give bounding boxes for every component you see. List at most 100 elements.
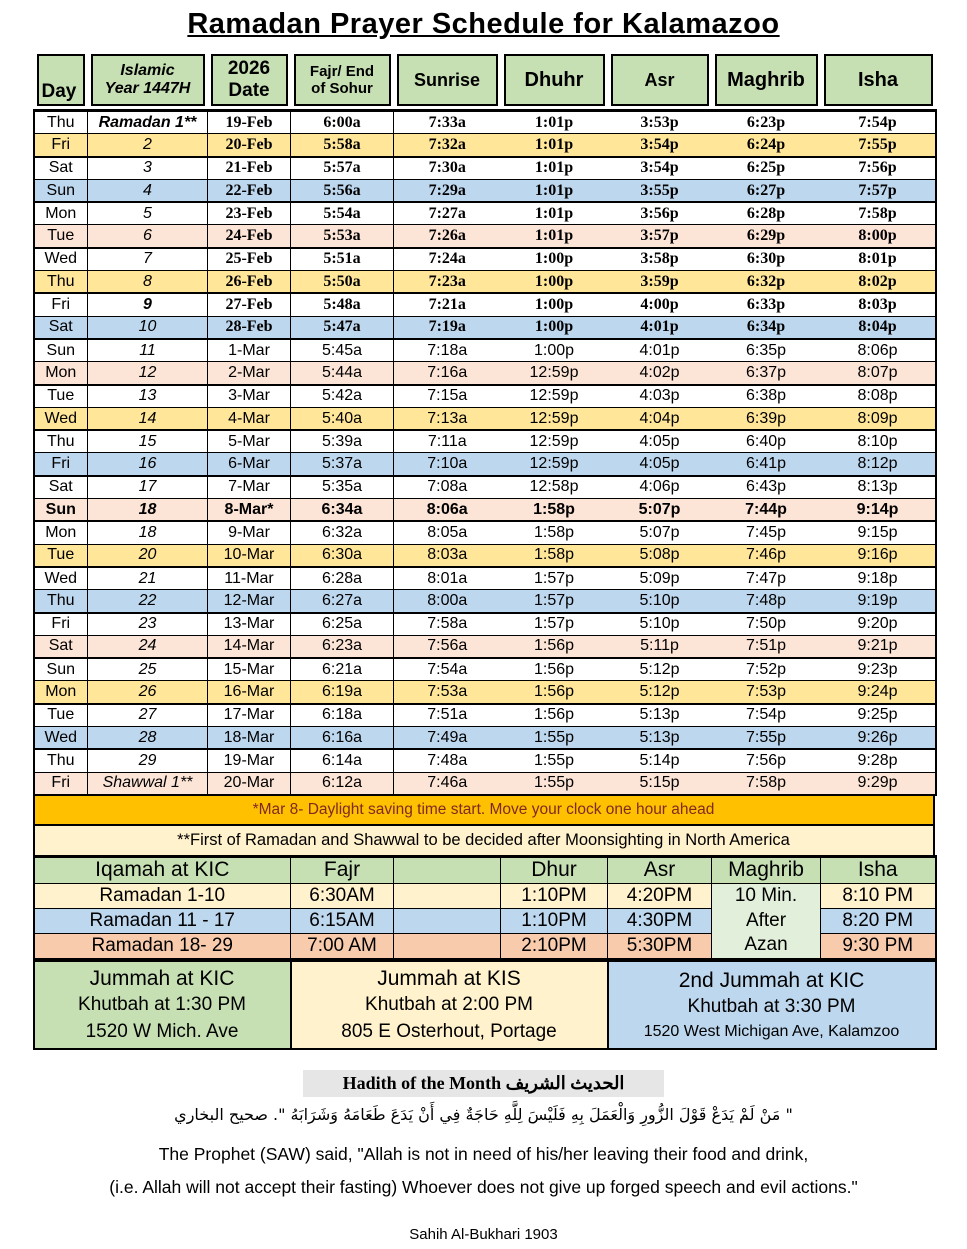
day-cell: Fri (33, 612, 88, 636)
iqamah-header-title: Iqamah at KIC (33, 855, 291, 884)
day-cell: Thu (33, 430, 88, 453)
date-cell: 24-Feb (207, 224, 291, 248)
sunrise-cell: 7:16a (427, 363, 468, 381)
maghrib-cell: 6:29p (746, 227, 786, 245)
asr-cell: 5:12p (639, 683, 680, 701)
asr-cell: 5:12p (639, 660, 680, 678)
day-cell: Thu (33, 110, 88, 134)
jummah-address: 805 E Osterhout, Portage (341, 1020, 557, 1042)
schedule-row: Sun 25 15-Mar 6:21a 7:54a 1:56p 5:12p 7:52p 9:23… (33, 658, 936, 681)
dhuhr-cell: 12:59p (529, 409, 579, 427)
asr-cell: 5:10p (639, 615, 680, 633)
fajr-cell: 6:25a (290, 612, 394, 636)
iqamah-row: Ramadan 18- 29 7:00 AM 2:10PM 5:30PM 9:3… (33, 932, 936, 960)
schedule-row: Sat 24 14-Mar 6:23a 7:56a 1:56p 5:11p 7:51p 9:21… (33, 635, 936, 659)
jummah-khutbah-time: Khutbah at 2:00 PM (365, 994, 533, 1016)
isha-cell: 8:04p (858, 318, 897, 336)
date-cell: 15-Mar (207, 658, 291, 681)
day-cell: Sat (33, 156, 88, 180)
jummah-kic-cell: Jummah at KIC Khutbah at 1:30 PM 1520 W … (32, 959, 292, 1050)
day-cell: Thu (33, 589, 88, 613)
maghrib-cell: 6:28p (746, 204, 786, 222)
isha-cell: 8:09p (857, 409, 898, 427)
sunrise-cell: 8:05a (427, 523, 468, 541)
day-cell: Sat (33, 635, 88, 659)
islamic-cell: 27 (87, 703, 208, 727)
isha-cell: 7:54p (858, 113, 897, 131)
isha-cell: 8:00p (858, 227, 897, 245)
sunrise-cell: 7:11a (427, 432, 467, 450)
page-title: Ramadan Prayer Schedule for Kalamazoo (187, 8, 780, 40)
isha-cell: 9:18p (857, 569, 898, 587)
isha-cell: 7:57p (858, 181, 897, 199)
schedule-row: Fri Shawwal 1** 20-Mar 6:12a 7:46a 1:55p 5:15p… (33, 772, 936, 795)
day-cell: Sun (33, 658, 88, 681)
date-cell: 22-Feb (207, 179, 291, 203)
fajr-cell: 6:16a (290, 726, 394, 750)
asr-cell: 4:05p (639, 432, 680, 450)
dhuhr-cell: 1:01p (534, 159, 574, 177)
col-header-maghrib: Maghrib (714, 54, 818, 106)
day-cell: Mon (33, 361, 88, 385)
date-cell: 27-Feb (207, 293, 291, 317)
sunrise-cell: 7:49a (427, 728, 468, 746)
iqamah-header-asr: Asr (607, 855, 712, 884)
asr-cell: 5:14p (639, 751, 680, 769)
iqamah-fajr: 6:15AM (290, 907, 394, 934)
asr-cell: 3:58p (640, 250, 679, 268)
fajr-cell: 5:42a (290, 384, 394, 408)
isha-cell: 9:19p (857, 591, 898, 609)
iqamah-isha: 8:10 PM (820, 882, 936, 909)
islamic-cell: 28 (87, 726, 208, 750)
date-cell: 7-Mar (207, 475, 291, 499)
dhuhr-cell: 1:56p (533, 683, 575, 701)
iqamah-empty-cell (393, 932, 501, 960)
islamic-cell: 7 (87, 247, 208, 271)
isha-cell: 8:12p (857, 455, 898, 473)
jummah-khutbah-time: Khutbah at 1:30 PM (78, 994, 246, 1016)
schedule-row: Sun 11 1-Mar 5:45a 7:18a 1:00p 4:01p 6:35p 8:06p (33, 338, 936, 362)
asr-cell: 3:54p (640, 159, 679, 177)
sunrise-cell: 7:56a (427, 637, 468, 655)
hadith-english-line1: The Prophet (SAW) said, "Allah is not in… (158, 1143, 809, 1164)
isha-cell: 9:20p (857, 615, 898, 633)
maghrib-cell: 6:39p (745, 409, 787, 427)
day-cell: Sun (33, 179, 88, 203)
dhuhr-cell: 1:01p (534, 204, 574, 222)
day-cell: Mon (33, 202, 88, 225)
isha-cell: 9:23p (857, 660, 898, 678)
prayer-schedule-table: Day Islamic Year 1447H 2026 Date Fajr/ E… (33, 51, 937, 796)
day-cell: Sat (33, 475, 88, 499)
dhuhr-cell: 1:00p (534, 250, 574, 268)
asr-cell: 3:54p (640, 135, 679, 153)
isha-cell: 9:26p (857, 728, 898, 746)
dhuhr-cell: 1:01p (534, 113, 574, 131)
asr-cell: 5:08p (639, 546, 680, 564)
islamic-cell: 23 (87, 612, 208, 636)
fajr-cell: 6:00a (290, 110, 394, 134)
fajr-cell: 5:44a (290, 361, 394, 385)
maghrib-cell: 7:54p (745, 706, 787, 724)
iqamah-isha: 8:20 PM (820, 907, 936, 934)
date-cell: 2-Mar (207, 361, 291, 385)
jummah-2nd-kic-cell: 2nd Jummah at KIC Khutbah at 3:30 PM 152… (606, 959, 937, 1050)
sunrise-cell: 7:19a (428, 318, 466, 336)
dhuhr-cell: 1:57p (533, 591, 575, 609)
iqamah-asr: 4:30PM (607, 907, 712, 934)
day-cell: Thu (33, 749, 88, 773)
maghrib-cell: 6:27p (746, 181, 786, 199)
dhuhr-cell: 12:59p (529, 387, 579, 405)
schedule-row: Sun 18 8-Mar* 6:34a 8:06a 1:58p 5:07p 7:44p 9:14… (33, 498, 936, 522)
schedule-row: Thu 8 26-Feb 5:50a 7:23a 1:00p 3:59p 6:32p 8:02p (33, 270, 936, 294)
schedule-row: Mon 12 2-Mar 5:44a 7:16a 12:59p 4:02p 6:37p 8:07… (33, 361, 936, 385)
fajr-cell: 5:48a (290, 293, 394, 317)
fajr-cell: 5:37a (290, 452, 394, 476)
date-cell: 20-Feb (207, 133, 291, 157)
sunrise-cell: 7:48a (427, 751, 468, 769)
isha-cell: 8:06p (857, 341, 898, 359)
date-cell: 19-Mar (207, 749, 291, 773)
islamic-cell: 6 (87, 224, 208, 248)
date-cell: 19-Feb (207, 110, 291, 134)
fajr-cell: 6:28a (290, 566, 394, 590)
iqamah-dhur: 2:10PM (500, 932, 608, 960)
